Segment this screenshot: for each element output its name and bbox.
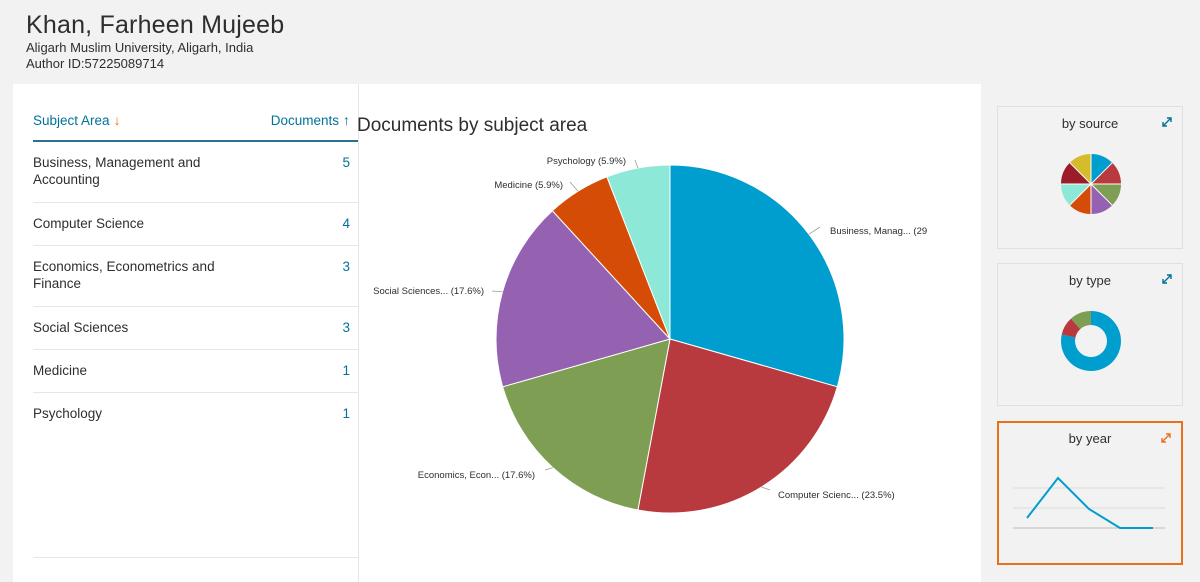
expand-icon[interactable] (1160, 115, 1174, 129)
arrow-up-icon: ↑ (343, 112, 350, 128)
panel-divider (358, 84, 359, 582)
pie-label-connector (761, 486, 771, 491)
pie-slice-label: Computer Scienc... (23.5%) (778, 490, 895, 501)
document-count-link[interactable]: 4 (342, 216, 350, 231)
table-row: Psychology 1 (33, 393, 358, 436)
pie-slice[interactable] (606, 164, 671, 340)
pie-label-connector (569, 181, 579, 192)
table-row: Economics, Econometrics and Finance 3 (33, 246, 358, 307)
pie-slice-label: Business, Manag... (29.4%) (830, 226, 928, 237)
document-count-link[interactable]: 3 (342, 320, 350, 335)
type-mini-donut (1060, 310, 1121, 371)
year-mini-line (1013, 476, 1165, 529)
by-year-card[interactable]: by year (997, 421, 1183, 565)
subject-label: Medicine (33, 363, 88, 378)
chart-title: Documents by subject area (357, 115, 588, 136)
source-mini-pie (1061, 154, 1121, 214)
author-id: Author ID:57225089714 (26, 56, 165, 71)
author-header: Khan, Farheen Mujeeb Aligarh Muslim Univ… (0, 0, 1200, 84)
sort-by-documents-button[interactable]: Documents ↑ (271, 112, 350, 128)
by-source-card[interactable]: by source (997, 106, 1183, 249)
subject-area-header-label: Subject Area (33, 112, 110, 128)
subject-label: Business, Management and Accounting (33, 155, 201, 187)
pie-slice-label: Social Sciences... (17.6%) (373, 286, 484, 297)
subject-pie-chart[interactable]: Business, Manag... (29.4%) Computer Scien… (368, 144, 928, 544)
author-affiliation: Aligarh Muslim University, Aligarh, Indi… (26, 40, 254, 55)
pie-label-connector (808, 226, 821, 235)
arrow-down-icon: ↓ (113, 112, 121, 128)
expand-icon[interactable] (1160, 272, 1174, 286)
document-count-link[interactable]: 1 (342, 363, 350, 378)
subject-label: Social Sciences (33, 320, 129, 335)
pie-label-connector (544, 467, 553, 471)
table-row: Computer Science 4 (33, 203, 358, 246)
pie-slice-label: Economics, Econ... (17.6%) (418, 470, 535, 481)
table-bottom-divider (33, 557, 358, 558)
subject-label: Psychology (33, 406, 103, 421)
subject-area-table: Subject Area ↓ Documents ↑ Business, Man… (33, 100, 358, 436)
pie-slice-label: Medicine (5.9%) (494, 180, 563, 191)
subject-label: Economics, Econometrics and Finance (33, 259, 215, 291)
author-name: Khan, Farheen Mujeeb (26, 11, 285, 39)
pie-label-connector (634, 159, 639, 169)
subject-label: Computer Science (33, 216, 145, 231)
pie-label-connector (491, 290, 503, 293)
table-row: Business, Management and Accounting 5 (33, 142, 358, 203)
table-header: Subject Area ↓ Documents ↑ (33, 100, 358, 142)
subject-area-panel: Subject Area ↓ Documents ↑ Business, Man… (13, 84, 981, 582)
document-count-link[interactable]: 5 (342, 155, 350, 170)
by-type-title: by type (1069, 273, 1111, 288)
table-row: Social Sciences 3 (33, 307, 358, 350)
sort-by-subject-button[interactable]: Subject Area ↓ (33, 112, 121, 128)
pie-slice-label: Psychology (5.9%) (547, 156, 626, 167)
by-source-title: by source (1061, 116, 1119, 131)
by-type-card[interactable]: by type (997, 263, 1183, 406)
document-count-link[interactable]: 1 (342, 406, 350, 421)
documents-header-label: Documents (270, 112, 339, 128)
by-year-title: by year (1068, 431, 1112, 446)
document-count-link[interactable]: 3 (342, 259, 350, 274)
table-row: Medicine 1 (33, 350, 358, 393)
expand-icon[interactable] (1159, 431, 1173, 445)
